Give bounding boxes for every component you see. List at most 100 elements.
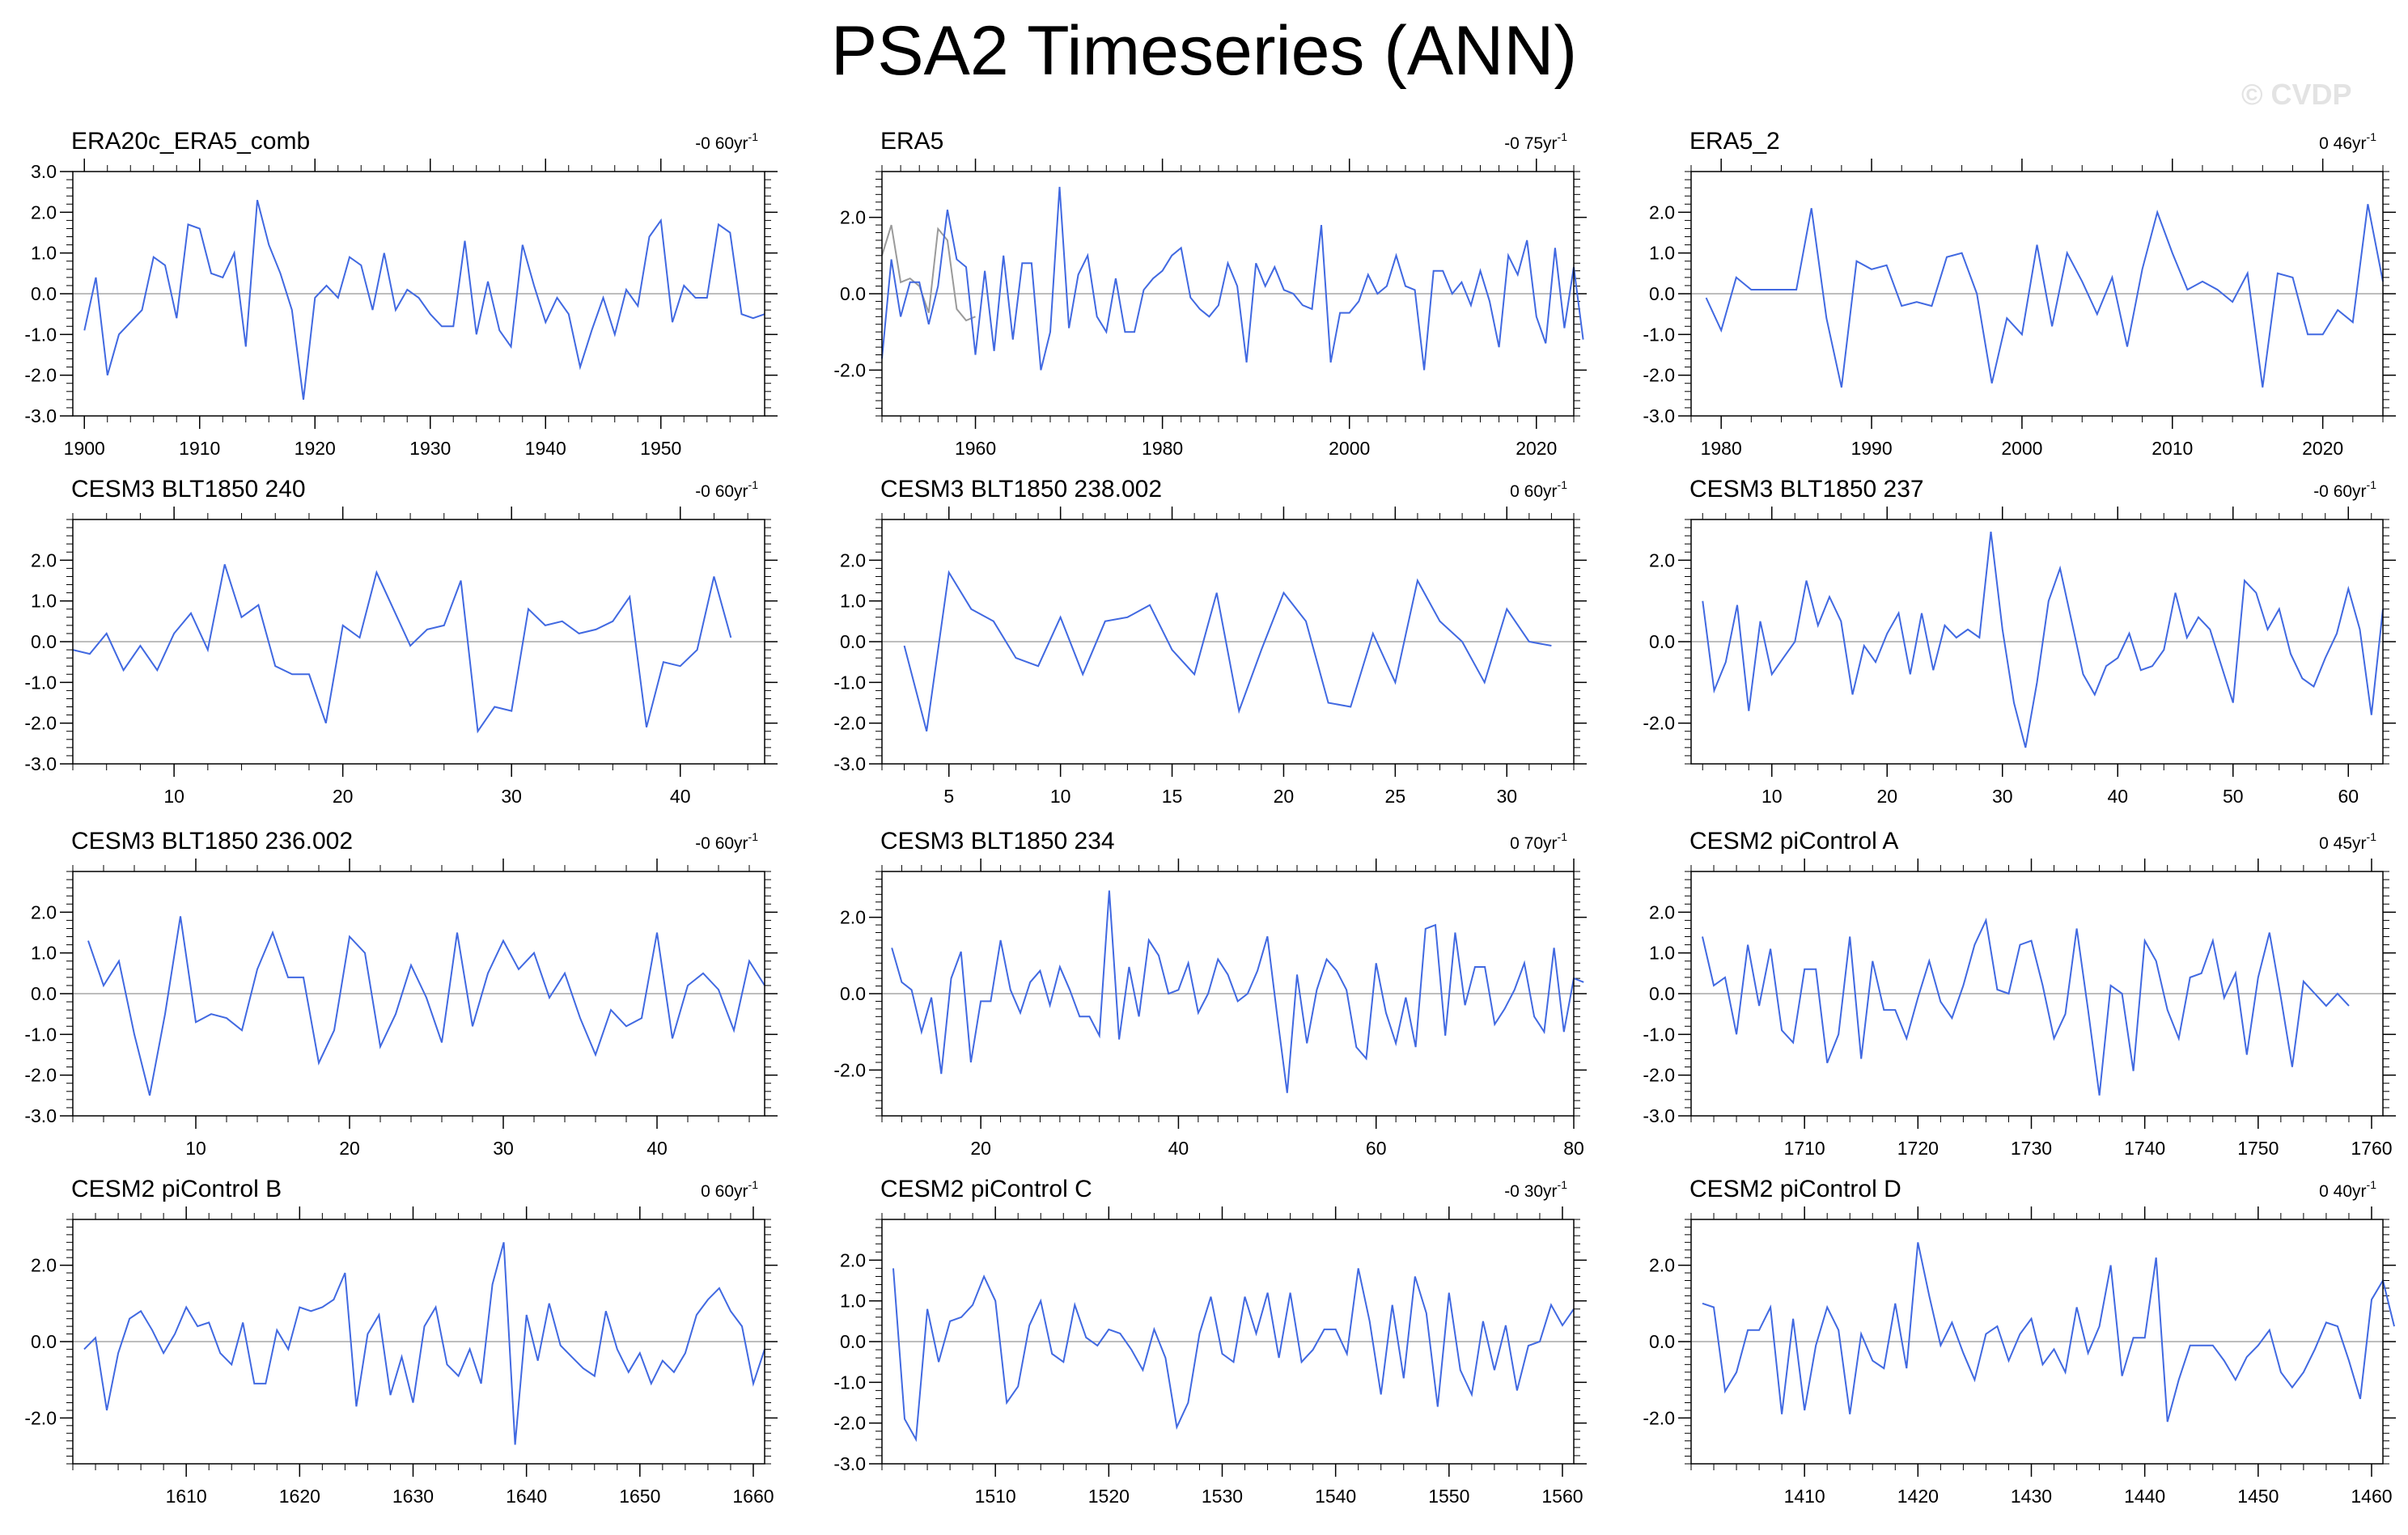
trend-label: 0 60yr-1 <box>1510 478 1567 501</box>
x-tick-label: 1640 <box>506 1486 547 1507</box>
trend-label: -0 60yr-1 <box>695 478 758 501</box>
chart-panel-3: ERA5_2 0 46yr-1 -3.0 -2.0 -1.0 0.0 1.0 2.0 1980 1… <box>1643 128 2396 459</box>
y-tick-label: -2.0 <box>24 713 57 734</box>
y-tick-label: -1.0 <box>24 1024 57 1045</box>
x-tick-label: 1960 <box>955 438 996 459</box>
x-tick-label: 2000 <box>1329 438 1370 459</box>
y-tick-label: -1.0 <box>24 672 57 693</box>
y-tick-label: -2.0 <box>1643 713 1675 734</box>
series-line <box>87 916 765 1096</box>
chart-panel-6: CESM3 BLT1850 237 -0 60yr-1 -2.0 0.0 2.0 10 20… <box>1643 476 2396 807</box>
x-tick-label: 1450 <box>2237 1486 2279 1507</box>
x-tick-label: 1940 <box>525 438 566 459</box>
panel-title: CESM2 piControl A <box>1689 828 1898 854</box>
x-tick-label: 1920 <box>295 438 336 459</box>
y-tick-label: 1.0 <box>31 243 57 264</box>
panel-title: ERA20c_ERA5_comb <box>71 128 310 155</box>
x-tick-label: 2020 <box>1516 438 1557 459</box>
trend-label: 0 45yr-1 <box>2319 830 2376 853</box>
plot-frame <box>1690 1219 2384 1465</box>
y-tick-label: -1.0 <box>833 672 866 693</box>
y-tick-label: 0.0 <box>31 983 57 1004</box>
plot-frame <box>72 519 765 765</box>
y-tick-label: -3.0 <box>24 1105 57 1126</box>
chart-panel-2: ERA5 -0 75yr-1 -2.0 0.0 2.0 1960 1980 2000 2020 <box>833 128 1587 459</box>
figure-title: PSA2 Timeseries (ANN) <box>830 12 1578 90</box>
x-tick-label: 1530 <box>1202 1486 1243 1507</box>
x-tick-label: 1990 <box>1851 438 1892 459</box>
chart-panel-1: ERA20c_ERA5_comb -0 60yr-1 -3.0 -2.0 -1.0 0.0… <box>24 128 778 459</box>
series-line <box>83 1242 765 1445</box>
y-tick-label: 0.0 <box>840 631 866 652</box>
y-tick-label: 0.0 <box>840 283 866 304</box>
trend-label: 0 46yr-1 <box>2319 130 2376 153</box>
trend-superscript: -1 <box>2367 1178 2377 1191</box>
x-tick-label: 40 <box>670 786 691 807</box>
chart-panel-12: CESM2 piControl D 0 40yr-1 -2.0 0.0 2.0 1410 1… <box>1643 1176 2396 1507</box>
x-tick-label: 20 <box>333 786 354 807</box>
x-tick-label: 1900 <box>64 438 105 459</box>
chart-panel-4: CESM3 BLT1850 240 -0 60yr-1 -3.0 -2.0 -1.0 0.… <box>24 476 778 807</box>
x-tick-label: 50 <box>2223 786 2244 807</box>
trend-superscript: -1 <box>748 1178 759 1191</box>
trend-superscript: -1 <box>2367 830 2377 843</box>
watermark: © CVDP <box>2241 78 2352 111</box>
trend-label: -0 60yr-1 <box>695 130 758 153</box>
y-tick-label: 0.0 <box>1649 983 1675 1004</box>
y-tick-label: 2.0 <box>1649 549 1675 570</box>
panel-title: CESM3 BLT1850 238.002 <box>880 476 1162 502</box>
x-tick-label: 1730 <box>2011 1138 2052 1159</box>
trend-superscript: -1 <box>2367 478 2377 491</box>
y-tick-label: 2.0 <box>1649 201 1675 223</box>
y-tick-label: 2.0 <box>1649 901 1675 922</box>
x-tick-label: 1410 <box>1784 1486 1825 1507</box>
y-tick-label: -2.0 <box>833 1059 866 1080</box>
x-tick-label: 40 <box>1168 1138 1189 1159</box>
trend-label: 0 70yr-1 <box>1510 830 1567 853</box>
chart-panel-9: CESM2 piControl A 0 45yr-1 -3.0 -2.0 -1.0 0.0… <box>1643 828 2396 1159</box>
trend-superscript: -1 <box>1558 830 1568 843</box>
panel-title: ERA5 <box>880 128 943 155</box>
x-tick-label: 1630 <box>392 1486 434 1507</box>
overlay-series-line <box>881 224 976 322</box>
x-tick-label: 1520 <box>1088 1486 1130 1507</box>
y-tick-label: -1.0 <box>1643 1024 1675 1045</box>
chart-panel-11: CESM2 piControl C -0 30yr-1 -3.0 -2.0 -1.0 0.… <box>833 1176 1587 1507</box>
y-tick-label: 1.0 <box>31 591 57 612</box>
y-tick-label: 1.0 <box>840 1291 866 1312</box>
chart-panel-7: CESM3 BLT1850 236.002 -0 60yr-1 -3.0 -2.0 -1… <box>24 828 778 1159</box>
y-tick-label: -2.0 <box>833 713 866 734</box>
x-tick-label: 1560 <box>1541 1486 1583 1507</box>
y-tick-label: 2.0 <box>31 901 57 922</box>
trend-superscript: -1 <box>748 130 759 143</box>
x-tick-label: 1460 <box>2351 1486 2392 1507</box>
x-tick-label: 1750 <box>2237 1138 2279 1159</box>
panel-title: CESM2 piControl C <box>880 1176 1092 1202</box>
x-tick-label: 1720 <box>1897 1138 1939 1159</box>
plot-frame <box>1690 871 2384 1117</box>
y-tick-label: -2.0 <box>833 1413 866 1434</box>
y-tick-label: 0.0 <box>1649 1331 1675 1352</box>
x-tick-label: 1660 <box>732 1486 774 1507</box>
x-tick-label: 20 <box>339 1138 360 1159</box>
x-tick-label: 1620 <box>279 1486 320 1507</box>
series-line <box>903 570 1552 731</box>
y-tick-label: -1.0 <box>1643 324 1675 345</box>
x-tick-label: 40 <box>647 1138 668 1159</box>
panel-title: CESM2 piControl B <box>71 1176 282 1202</box>
trend-superscript: -1 <box>1558 130 1568 143</box>
y-tick-label: -2.0 <box>1643 365 1675 386</box>
series-line <box>83 199 765 401</box>
x-tick-label: 1710 <box>1784 1138 1825 1159</box>
y-tick-label: 0.0 <box>1649 631 1675 652</box>
y-tick-label: 1.0 <box>31 943 57 964</box>
y-tick-label: 2.0 <box>31 201 57 223</box>
x-tick-label: 10 <box>185 1138 206 1159</box>
series-line <box>891 890 1584 1093</box>
plot-frame <box>72 1219 765 1465</box>
panel-title: ERA5_2 <box>1689 128 1780 155</box>
y-tick-label: -3.0 <box>833 753 866 774</box>
y-tick-label: 2.0 <box>1649 1255 1675 1276</box>
y-tick-label: -2.0 <box>1643 1407 1675 1428</box>
x-tick-label: 1510 <box>975 1486 1016 1507</box>
